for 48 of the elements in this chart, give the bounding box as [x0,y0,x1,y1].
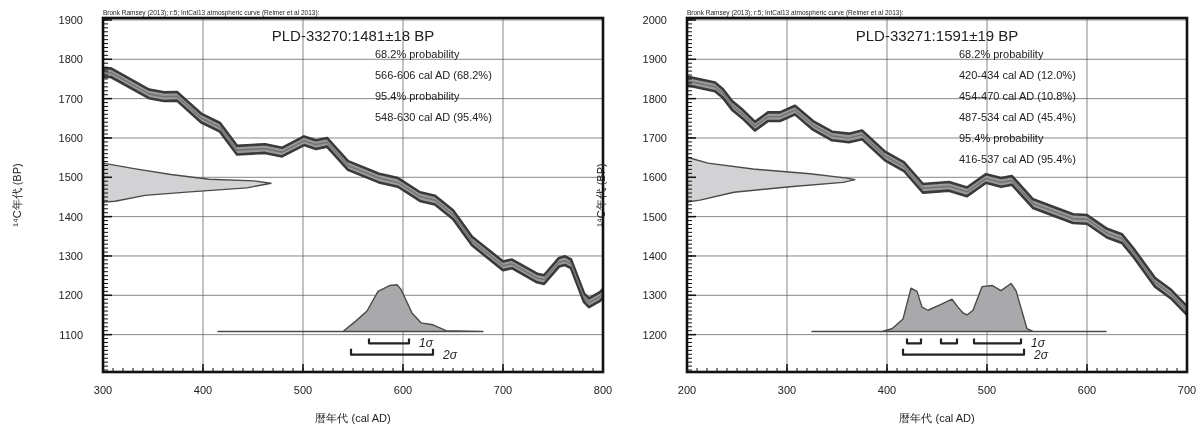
annotation: 420-434 cal AD (12.0%) [959,69,1076,81]
x-tick-label: 500 [977,384,997,396]
y-tick-label: 1100 [59,328,83,341]
annotation: 454-470 cal AD (10.8%) [959,90,1076,102]
y-tick-label: 1500 [642,210,667,223]
y-tick-label: 1400 [642,249,667,262]
x-axis-title: 暦年代 (cal AD) [899,412,975,424]
y-tick-label: 1300 [642,289,667,302]
x-tick-label: 400 [193,384,213,396]
y-tick-label: 1700 [58,92,83,105]
x-tick-label: 400 [877,384,897,396]
y-tick-label: 1800 [642,92,667,105]
annotation: 68.2% probability [375,48,460,60]
y-tick-label: 1200 [642,328,667,341]
y-tick-label: 1600 [58,131,83,144]
series-label: 1σ [419,336,434,351]
y-axis-title: ¹⁴C年代 (BP) [595,163,607,227]
y-tick-label: 1200 [58,289,83,302]
x-axis-title: 暦年代 (cal AD) [315,412,391,424]
y-tick-label: 1900 [58,13,83,26]
annotation: 95.4% probability [959,132,1044,144]
annotation: 548-630 cal AD (95.4%) [375,111,492,123]
x-tick-label: 600 [393,384,413,396]
annotation: 416-537 cal AD (95.4%) [959,153,1076,165]
text: PLD-33270:1481±18 BP [271,27,435,44]
x-tick-label: 700 [1177,384,1197,396]
y-tick-label: 1300 [58,249,83,262]
y-axis-title: ¹⁴C年代 (BP) [11,163,23,227]
x-tick-label: 500 [293,384,313,396]
y-tick-label: 1900 [642,53,667,66]
x-tick-label: 300 [777,384,797,396]
y-tick-label: 1800 [58,53,83,66]
annotation: 68.2% probability [959,48,1044,60]
y-tick-label: 1400 [58,210,83,223]
y-tick-label: 1500 [58,171,83,184]
series-label: 2σ [442,347,458,362]
text: PLD-33271:1591±19 BP [855,27,1019,44]
x-tick-label: 200 [677,384,697,396]
y-tick-label: 2000 [642,13,667,26]
y-tick-label: 1600 [642,171,667,184]
x-tick-label: 300 [93,384,113,396]
annotation: 95.4% probability [375,90,460,102]
x-tick-label: 800 [593,384,613,396]
y-tick-label: 1700 [642,131,667,144]
x-tick-label: 600 [1077,384,1097,396]
x-tick-label: 700 [493,384,513,396]
annotation: 566-606 cal AD (68.2%) [375,69,492,81]
annotation: 487-534 cal AD (45.4%) [959,111,1076,123]
